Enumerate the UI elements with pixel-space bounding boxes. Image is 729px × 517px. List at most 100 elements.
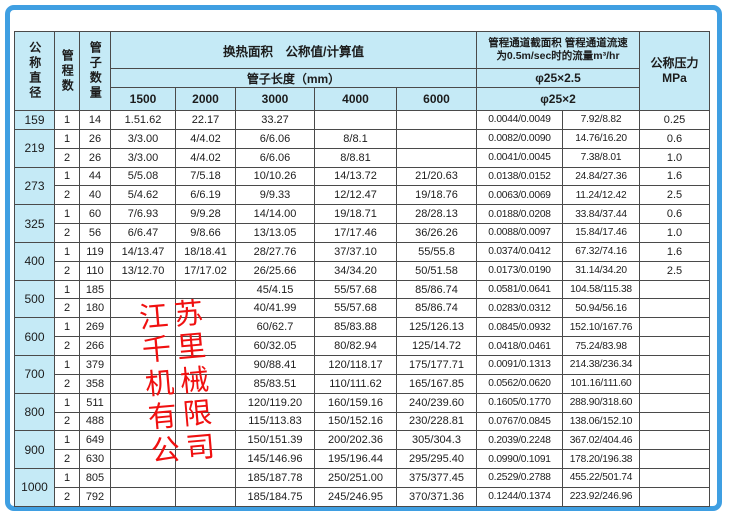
cell-flow-rate: 7.38/8.01 [562,147,640,168]
cell-area-2000: 9/8.66 [175,223,236,243]
cell-nominal-pressure [639,354,710,375]
cell-area-3000: 26/25.66 [235,260,315,281]
cell-channel-section-area: 0.0374/0.0412 [476,241,563,262]
table-row: 2 792 185/184.75 245/246.95 370/371.36 0.1244… [15,486,710,507]
cell-area-2000 [175,336,236,356]
cell-flow-rate: 288.90/318.60 [562,392,640,413]
cell-area-6000 [396,128,477,149]
cell-area-1500 [110,392,176,413]
cell-area-1500: 1.51.62 [110,110,176,130]
cell-tube-count: 119 [79,241,111,262]
cell-area-1500: 3/3.00 [110,147,176,168]
cell-tube-passes: 2 [54,298,80,319]
cell-nominal-pressure: 0.6 [639,204,710,225]
cell-flow-rate: 178.20/196.38 [562,449,640,470]
cell-area-4000: 19/18.71 [314,204,397,225]
cell-area-1500: 5/5.08 [110,166,176,187]
table-row: 2 266 60/32.05 80/82.94 125/14.72 0.0418/0.04… [15,336,710,356]
cell-tube-passes: 2 [54,147,80,168]
cell-tube-count: 379 [79,354,111,375]
cell-area-3000: 14/14.00 [235,204,315,225]
cell-flow-rate: 14.76/16.20 [562,128,640,149]
cell-area-3000: 185/187.78 [235,468,315,488]
cell-nominal-pressure [639,468,710,488]
cell-area-6000: 375/377.45 [396,468,477,488]
cell-tube-passes: 2 [54,486,80,507]
watermark-company-name: 江苏 千里 机械 有限 公司 [138,297,222,469]
cell-area-3000: 115/113.83 [235,411,315,432]
cell-area-3000: 120/119.20 [235,392,315,413]
cell-area-4000: 250/251.00 [314,468,397,488]
cell-area-4000: 34/34.20 [314,260,397,281]
cell-nominal-diameter: 325 [14,204,55,243]
cell-channel-section-area: 0.0581/0.0641 [476,279,563,300]
cell-area-1500: 7/6.93 [110,204,176,225]
cell-nominal-pressure: 1.6 [639,241,710,262]
cell-area-3000: 60/32.05 [235,336,315,356]
cell-channel-section-area: 0.0091/0.1313 [476,354,563,375]
header-row-2: 管子长度（mm） φ25×2.5 [15,68,710,88]
header-tube-passes-label: 管程数 [60,48,75,94]
cell-tube-passes: 1 [54,166,80,187]
cell-area-1500: 6/6.47 [110,223,176,243]
cell-tube-passes: 1 [54,354,80,375]
header-heat-area-group: 换热面积 公称值/计算值 [110,31,477,69]
cell-tube-passes: 1 [54,204,80,225]
cell-area-1500 [110,486,176,507]
cell-tube-passes: 1 [54,392,80,413]
header-nominal-diameter-label: 公称直径 [27,41,42,101]
cell-channel-section-area: 0.0845/0.0932 [476,317,563,338]
cell-area-3000: 40/41.99 [235,298,315,319]
cell-channel-section-area: 0.0041/0.0045 [476,147,563,168]
table-row: 2 180 40/41.99 55/57.68 85/86.74 0.0283/0.031… [15,298,710,319]
cell-channel-section-area: 0.0063/0.0069 [476,185,563,206]
table-row: 273 1 44 5/5.08 7/5.18 10/10.26 14/13.72 21/20.… [14,166,710,206]
table-row: 700 1 379 90/88.41 120/118.17 175/177.71 0.009… [14,354,710,394]
cell-nominal-pressure [639,317,710,338]
table-row: 800 1 511 120/119.20 160/159.16 240/239.60 0.1… [14,392,710,432]
cell-area-4000: 245/246.95 [314,486,397,507]
header-pressure-unit: MPa [662,71,687,85]
cell-flow-rate: 75.24/83.98 [562,336,640,356]
cell-area-4000: 14/13.72 [314,166,397,187]
cell-nominal-pressure: 2.5 [639,260,710,281]
cell-nominal-diameter: 400 [14,241,55,281]
cell-area-3000: 60/62.7 [235,317,315,338]
table-row: 2 488 115/113.83 150/152.16 230/228.81 0.0767… [15,411,710,432]
cell-area-3000: 185/184.75 [235,486,315,507]
cell-flow-rate: 7.92/8.82 [562,110,640,130]
table-row: 900 1 649 150/151.39 200/202.36 305/304.3 0.20… [14,430,710,470]
watermark-line: 有限 [146,396,220,435]
cell-channel-section-area: 0.0138/0.0152 [476,166,563,187]
cell-tube-passes: 1 [54,317,80,338]
cell-nominal-pressure: 2.5 [639,185,710,206]
cell-area-2000 [175,430,236,451]
cell-tube-passes: 2 [54,449,80,470]
cell-area-4000: 8/8.81 [314,147,397,168]
cell-tube-count: 269 [79,317,111,338]
cell-tube-passes: 2 [54,336,80,356]
cell-area-1500 [110,279,176,300]
cell-area-3000: 45/4.15 [235,279,315,300]
cell-nominal-diameter: 500 [14,279,55,319]
cell-area-4000: 160/159.16 [314,392,397,413]
cell-tube-count: 60 [79,204,111,225]
cell-flow-rate: 15.84/17.46 [562,223,640,243]
cell-tube-count: 180 [79,298,111,319]
cell-flow-rate: 214.38/236.34 [562,354,640,375]
table-row: 2 358 85/83.51 110/111.62 165/167.85 0.0562/0… [15,373,710,394]
cell-area-4000: 8/8.1 [314,128,397,149]
header-channel-group: 管程通道截面积 管程通道流速 为0.5m/sec时的流量m³/hr [476,31,640,69]
header-phi-25x2-5: φ25×2.5 [476,68,640,88]
cell-tube-passes: 2 [54,223,80,243]
header-row-3: 1500 2000 3000 4000 6000 φ25×2 [15,87,710,111]
header-nominal-pressure: 公称压力 MPa [639,31,710,111]
cell-tube-count: 185 [79,279,111,300]
cell-nominal-pressure [639,298,710,319]
cell-area-3000: 9/9.33 [235,185,315,206]
cell-area-2000: 9/9.28 [175,204,236,225]
cell-nominal-diameter: 900 [14,430,55,470]
cell-tube-count: 56 [79,223,111,243]
cell-channel-section-area: 0.0283/0.0312 [476,298,563,319]
cell-flow-rate: 33.84/37.44 [562,204,640,225]
